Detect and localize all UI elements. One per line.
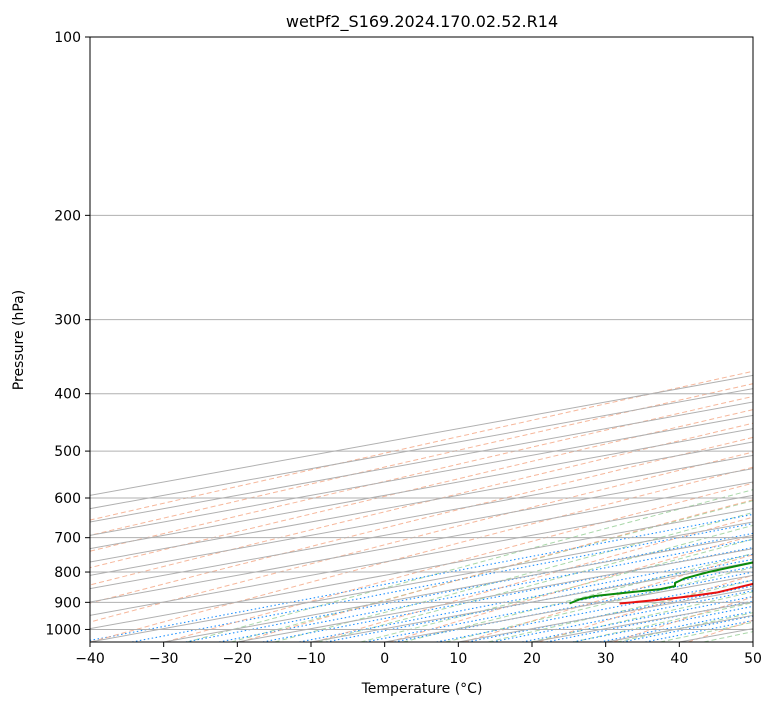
isotherms: [90, 374, 753, 642]
mixing-ratio-line: [218, 538, 753, 642]
series-lines: [569, 561, 753, 605]
isotherm-line: [90, 454, 753, 576]
y-tick-label: 300: [54, 313, 81, 329]
dry-adiabat-line: [90, 409, 753, 569]
x-tick-label: 50: [744, 651, 762, 667]
dry-adiabat-line: [165, 482, 753, 642]
y-tick-label: 500: [54, 444, 81, 460]
mixing-ratio-line: [622, 615, 753, 642]
mixing-ratio-line: [572, 605, 753, 642]
mixing-ratio-line: [131, 522, 753, 642]
x-tick-label: 10: [449, 651, 467, 667]
isotherm-line: [90, 494, 753, 616]
y-tick-label: 200: [54, 208, 81, 224]
dry-adiabat-line: [538, 574, 753, 642]
dry-adiabat-line: [389, 534, 753, 642]
x-tick-label: −30: [149, 651, 179, 667]
moist-adiabat-line: [445, 566, 753, 642]
moist-adiabat-line: [274, 511, 753, 642]
x-axis-label: Temperature (°C): [361, 681, 483, 697]
isotherm-line: [90, 521, 753, 642]
moist-adiabat-line: [487, 579, 753, 642]
y-axis-ticks: 1000 900 800 700 600 500 400 300 200 100: [45, 30, 90, 638]
x-tick-label: 30: [597, 651, 615, 667]
isotherm-line: [163, 534, 753, 642]
dry-adiabat-line: [613, 596, 753, 642]
y-tick-label: 1000: [45, 622, 81, 638]
dry-adiabat-line: [90, 383, 753, 536]
y-tick-label: 900: [54, 595, 81, 611]
mixing-ratio-line: [521, 595, 753, 642]
isotherm-line: [90, 468, 753, 590]
x-axis-ticks: −40 −30 −20 −10 0 10 20 30 40 50: [75, 642, 762, 667]
isotherm-line: [90, 481, 753, 603]
mixing-ratio-line: [599, 611, 753, 642]
y-tick-label: 600: [54, 491, 81, 507]
dry-adiabat-line: [90, 436, 753, 604]
dry-adiabat-line: [90, 466, 753, 642]
x-tick-label: −40: [75, 651, 105, 667]
mixing-ratio-line: [546, 600, 753, 642]
dewpoint-profile-line: [569, 561, 753, 605]
dry-adiabat-line: [90, 370, 753, 521]
moist-adiabat-line: [317, 524, 753, 642]
x-tick-label: 40: [670, 651, 688, 667]
x-tick-label: −20: [223, 651, 253, 667]
moist-adiabat-line: [360, 538, 753, 642]
x-tick-label: 20: [523, 651, 541, 667]
plot-frame: [89, 36, 754, 643]
y-axis-label: Pressure (hPa): [11, 290, 27, 390]
y-tick-label: 700: [54, 531, 81, 547]
isotherm-line: [90, 428, 753, 550]
x-tick-label: 0: [380, 651, 389, 667]
dry-adiabat-line: [239, 499, 753, 642]
chart-title: wetPf2_S169.2024.170.02.52.R14: [286, 12, 558, 32]
mixing-ratio-line: [185, 532, 753, 642]
y-tick-label: 800: [54, 565, 81, 581]
isotherm-line: [90, 441, 753, 563]
moist-adiabats: [187, 489, 753, 642]
x-tick-label: −10: [296, 651, 326, 667]
isotherm-line: [90, 508, 753, 630]
y-tick-label: 400: [54, 387, 81, 403]
y-tick-label: 100: [54, 30, 81, 46]
